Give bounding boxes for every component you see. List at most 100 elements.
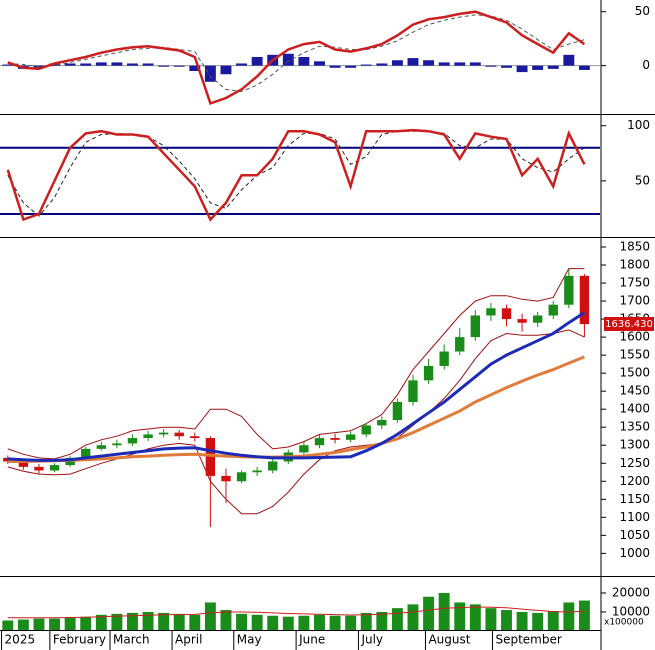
volume-bar — [329, 615, 341, 630]
candle-body — [112, 443, 122, 446]
series-line — [7, 329, 585, 515]
candle-body — [377, 420, 387, 426]
y-tick-label: 1050 — [619, 528, 650, 542]
candle-body — [268, 461, 278, 471]
volume-bar — [423, 596, 435, 630]
y-tick-label: 1250 — [619, 456, 650, 470]
volume-bar — [563, 602, 575, 630]
histogram-bar — [532, 65, 544, 70]
volume-bar — [578, 600, 590, 630]
volume-bar — [204, 602, 216, 630]
volume-bar — [251, 614, 263, 630]
x-tick-label: April — [175, 633, 202, 647]
candle-body — [486, 308, 496, 316]
x-tick-label: February — [53, 633, 106, 647]
histogram-bar — [298, 57, 310, 66]
volume-bar — [80, 616, 92, 630]
candle-body — [127, 438, 138, 444]
volume-bar — [298, 615, 310, 630]
histogram-bar — [438, 62, 450, 66]
y-tick-label: 10000 — [612, 604, 650, 618]
histogram-bar — [423, 60, 435, 66]
histogram-bar — [376, 63, 388, 66]
histogram-bar — [2, 64, 14, 66]
x-tick-label: May — [237, 633, 262, 647]
volume-bar — [282, 616, 294, 630]
volume-bar — [127, 612, 138, 630]
volume-bar — [33, 618, 45, 630]
volume-bar — [111, 613, 123, 630]
candle-body — [143, 434, 153, 439]
volume-bar — [220, 610, 232, 630]
y-tick-label: 100 — [627, 118, 650, 132]
volume-bar — [189, 614, 201, 630]
series-line — [6, 128, 586, 222]
y-tick-label: 1400 — [619, 402, 650, 416]
y-tick-label: 50 — [635, 4, 650, 18]
histogram-bar — [314, 61, 325, 66]
y-tick-label: 1550 — [619, 348, 650, 362]
histogram-bar — [251, 57, 263, 66]
y-tick-label: 0 — [642, 58, 650, 72]
volume-bar — [173, 613, 185, 630]
candle-body — [174, 432, 184, 437]
volume-bar — [2, 620, 14, 630]
volume-bar — [345, 615, 357, 630]
volume-bar — [314, 614, 325, 630]
candle-body — [96, 445, 106, 449]
candle-body — [564, 275, 574, 305]
candle-body — [501, 308, 512, 320]
volume-bar — [376, 611, 388, 630]
candle-body — [470, 315, 480, 338]
x-tick-label: June — [298, 633, 325, 647]
histogram-bar — [220, 65, 232, 75]
series-line — [7, 268, 585, 460]
volume-bar — [267, 615, 279, 630]
histogram-bar — [204, 65, 216, 82]
y-tick-label: 1700 — [619, 294, 650, 308]
x-tick-label: 2025 — [5, 633, 36, 647]
x-tick-label: September — [495, 633, 561, 647]
candle-body — [455, 337, 465, 352]
volume-bar — [360, 612, 372, 630]
histogram-bar — [516, 65, 528, 73]
y-tick-label: 1450 — [619, 384, 650, 398]
histogram-bar — [345, 65, 357, 68]
y-tick-label: 1200 — [619, 474, 650, 488]
histogram-bar — [236, 63, 248, 66]
y-tick-label: 50 — [635, 173, 650, 187]
histogram-bar — [282, 53, 294, 66]
series-line — [7, 311, 586, 462]
y-tick-label: 20000 — [612, 585, 650, 599]
candle-body — [517, 319, 527, 323]
histogram-bar — [80, 63, 92, 66]
volume-bar — [501, 610, 512, 630]
x-tick-label: March — [113, 633, 150, 647]
candle-body — [221, 475, 231, 482]
x-tick-label: July — [360, 633, 383, 647]
y-tick-label: 1750 — [619, 276, 650, 290]
candle-body — [330, 438, 340, 440]
histogram-bar — [454, 62, 466, 66]
histogram-bar — [501, 65, 512, 68]
y-tick-label: 1350 — [619, 420, 650, 434]
y-tick-label: 1850 — [619, 240, 650, 254]
y-tick-label: 1300 — [619, 438, 650, 452]
y-tick-label: 1800 — [619, 258, 650, 272]
volume-bar — [142, 611, 154, 630]
volume-bar — [64, 617, 76, 630]
series-line — [7, 606, 585, 619]
y-tick-label: 1100 — [619, 510, 650, 524]
volume-bar — [49, 618, 60, 630]
candle-body — [236, 472, 247, 482]
histogram-bar — [111, 62, 123, 66]
y-tick-label: 1600 — [619, 330, 650, 344]
histogram-bar — [95, 62, 107, 66]
histogram-bar — [469, 62, 481, 66]
candle-body — [361, 425, 371, 435]
last-price-label: 1636.430 — [605, 319, 653, 330]
volume-bar — [516, 611, 528, 630]
candle-body — [252, 470, 262, 473]
volume-bar — [236, 613, 248, 630]
